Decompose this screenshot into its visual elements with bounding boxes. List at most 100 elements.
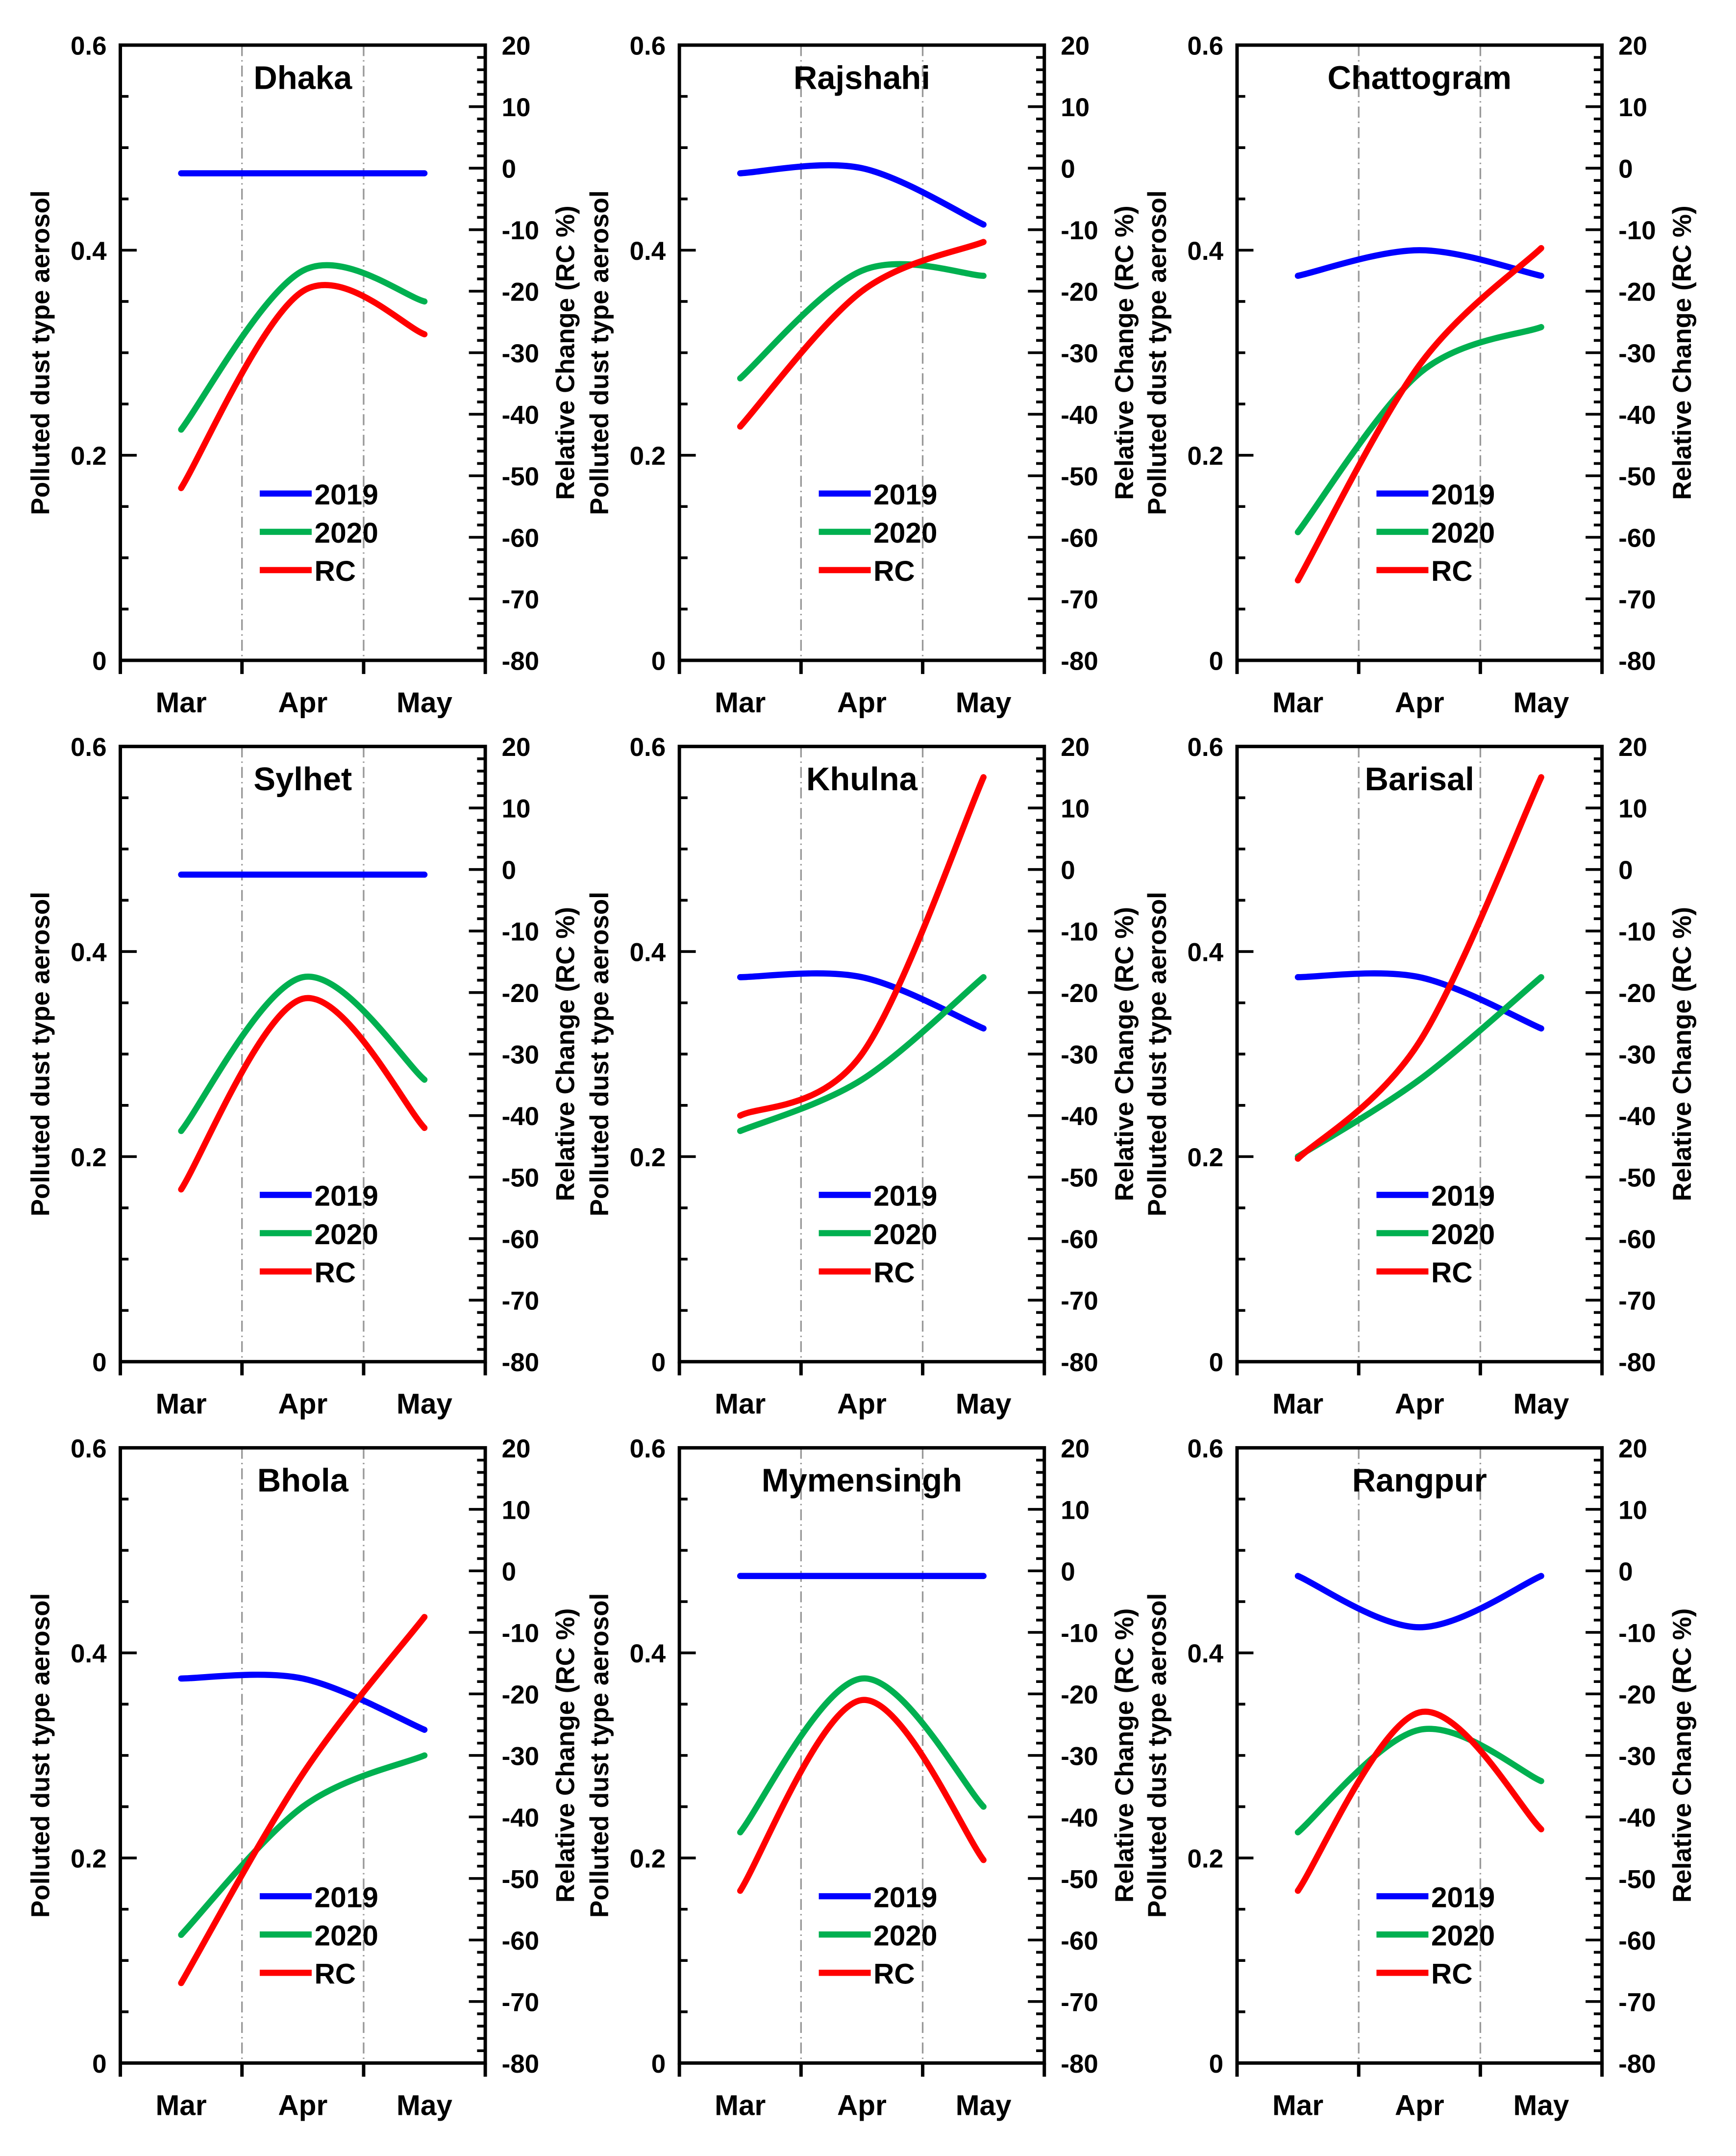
- right-tick-label: -30: [1061, 339, 1098, 368]
- x-tick-label: Apr: [1395, 2089, 1444, 2121]
- left-tick-label: 0: [651, 1348, 666, 1377]
- right-axis-label: Relative Change (RC %): [1668, 1608, 1697, 1903]
- x-tick-label: Apr: [1395, 687, 1444, 719]
- legend-label: 2019: [1431, 1881, 1495, 1913]
- legend-label: RC: [315, 1257, 356, 1289]
- x-tick-label: Mar: [156, 1388, 207, 1420]
- left-axis-label: Polluted dust type aerosol: [585, 1593, 614, 1918]
- right-tick-label: 10: [1618, 795, 1647, 824]
- left-tick-label: 0.4: [630, 1639, 666, 1668]
- legend-label: 2019: [315, 479, 378, 511]
- left-axis-label: Polluted dust type aerosol: [26, 892, 55, 1216]
- legend-label: 2020: [315, 1920, 378, 1952]
- series-line-rc: [178, 995, 428, 1193]
- right-tick-label: -70: [1061, 1988, 1098, 2017]
- right-tick-label: -80: [1618, 647, 1656, 676]
- right-axis-label: Relative Change (RC %): [551, 205, 580, 500]
- right-tick-label: -20: [502, 1680, 540, 1709]
- left-tick-label: 0.4: [71, 1639, 107, 1668]
- data-point-2019: [740, 173, 741, 174]
- legend-label: RC: [1431, 1257, 1473, 1289]
- right-tick-label: 20: [1618, 733, 1647, 762]
- left-tick-label: 0.6: [1187, 32, 1223, 61]
- right-tick-label: -60: [1618, 1225, 1656, 1254]
- panel-title: Chattogram: [1328, 59, 1512, 96]
- legend-label: 2019: [873, 1180, 937, 1212]
- data-point-2020: [983, 977, 984, 978]
- series-line-2020: [737, 261, 987, 382]
- right-axis-label: Relative Change (RC %): [551, 1608, 580, 1903]
- series-line-rc: [178, 1614, 428, 1986]
- panel-title: Barisal: [1365, 761, 1474, 798]
- legend-label: 2019: [315, 1881, 378, 1913]
- data-point-rc: [1419, 1712, 1420, 1713]
- right-tick-label: -40: [1618, 401, 1656, 430]
- panel-title: Rajshahi: [794, 59, 930, 96]
- series-line-2019: [737, 162, 987, 228]
- x-tick-label: Apr: [837, 1388, 887, 1420]
- series-line-2020: [178, 262, 428, 433]
- series-line-rc: [1294, 774, 1544, 1162]
- right-tick-label: 0: [502, 1557, 516, 1586]
- right-axis-label: Relative Change (RC %): [1110, 907, 1139, 1201]
- x-tick-label: Mar: [715, 2089, 766, 2121]
- right-tick-label: -60: [502, 1927, 540, 1955]
- panel-barisal: 0 0.2 0.4 0.6 -80 -70 -60 -50 -40 -30 -20 -10 0 10 20 M…: [1143, 733, 1697, 1420]
- data-point-rc: [740, 1115, 741, 1116]
- right-tick-label: 0: [1618, 1557, 1633, 1586]
- right-tick-label: -60: [1618, 524, 1656, 553]
- right-tick-label: -80: [502, 2050, 540, 2079]
- left-tick-label: 0.2: [1187, 1143, 1223, 1172]
- right-tick-label: -30: [1061, 1041, 1098, 1070]
- left-tick-label: 0.4: [630, 237, 666, 266]
- x-tick-label: Mar: [1272, 687, 1323, 719]
- data-point-2019: [1419, 1627, 1420, 1628]
- right-tick-label: 10: [1618, 1496, 1647, 1525]
- left-tick-label: 0.4: [630, 938, 666, 967]
- legend-label: 2020: [873, 1920, 937, 1952]
- right-axis-label: Relative Change (RC %): [551, 907, 580, 1201]
- right-tick-label: -20: [1061, 979, 1098, 1008]
- series-line-2019: [178, 1671, 428, 1733]
- right-tick-label: -40: [1061, 1804, 1098, 1832]
- x-tick-label: Apr: [278, 2089, 327, 2121]
- left-tick-label: 0.6: [71, 1434, 107, 1463]
- data-point-2019: [424, 173, 425, 174]
- right-tick-label: 10: [1061, 795, 1090, 824]
- right-tick-label: 10: [1618, 93, 1647, 122]
- series-line-2019: [737, 970, 987, 1032]
- right-tick-label: -50: [1061, 1164, 1098, 1193]
- left-tick-label: 0.6: [71, 733, 107, 762]
- left-tick-label: 0.6: [630, 32, 666, 61]
- right-axis-label: Relative Change (RC %): [1668, 205, 1697, 500]
- data-point-2019: [983, 1028, 984, 1029]
- left-tick-label: 0.2: [71, 1845, 107, 1874]
- right-tick-label: -80: [1061, 647, 1098, 676]
- right-tick-label: -20: [1618, 278, 1656, 307]
- series-line-rc: [1294, 245, 1544, 584]
- left-tick-label: 0.2: [630, 1845, 666, 1874]
- right-tick-label: -40: [1061, 401, 1098, 430]
- right-tick-label: -30: [1618, 339, 1656, 368]
- right-tick-label: -60: [1061, 524, 1098, 553]
- panel-dhaka: 0 0.2 0.4 0.6 -80 -70 -60 -50 -40 -30 -20 -10 0 10 20 M…: [26, 32, 580, 719]
- left-axis-label: Polluted dust type aerosol: [26, 190, 55, 515]
- right-tick-label: 20: [1061, 32, 1090, 61]
- left-tick-label: 0: [1209, 1348, 1223, 1377]
- x-tick-label: May: [397, 687, 452, 719]
- series-line-rc: [737, 239, 987, 430]
- right-tick-label: -70: [1061, 1287, 1098, 1316]
- right-tick-label: -50: [502, 462, 540, 491]
- legend-label: RC: [1431, 555, 1473, 587]
- data-point-2020: [1419, 373, 1420, 374]
- right-tick-label: -70: [502, 1988, 540, 2017]
- right-tick-label: -50: [1618, 462, 1656, 491]
- left-tick-label: 0: [1209, 2050, 1223, 2079]
- right-tick-label: -50: [1061, 462, 1098, 491]
- right-tick-label: -50: [502, 1164, 540, 1193]
- right-tick-label: -70: [1618, 585, 1656, 614]
- x-tick-label: Mar: [1272, 1388, 1323, 1420]
- right-tick-label: -80: [1061, 2050, 1098, 2079]
- right-tick-label: -20: [1061, 278, 1098, 307]
- data-point-2019: [1419, 977, 1420, 978]
